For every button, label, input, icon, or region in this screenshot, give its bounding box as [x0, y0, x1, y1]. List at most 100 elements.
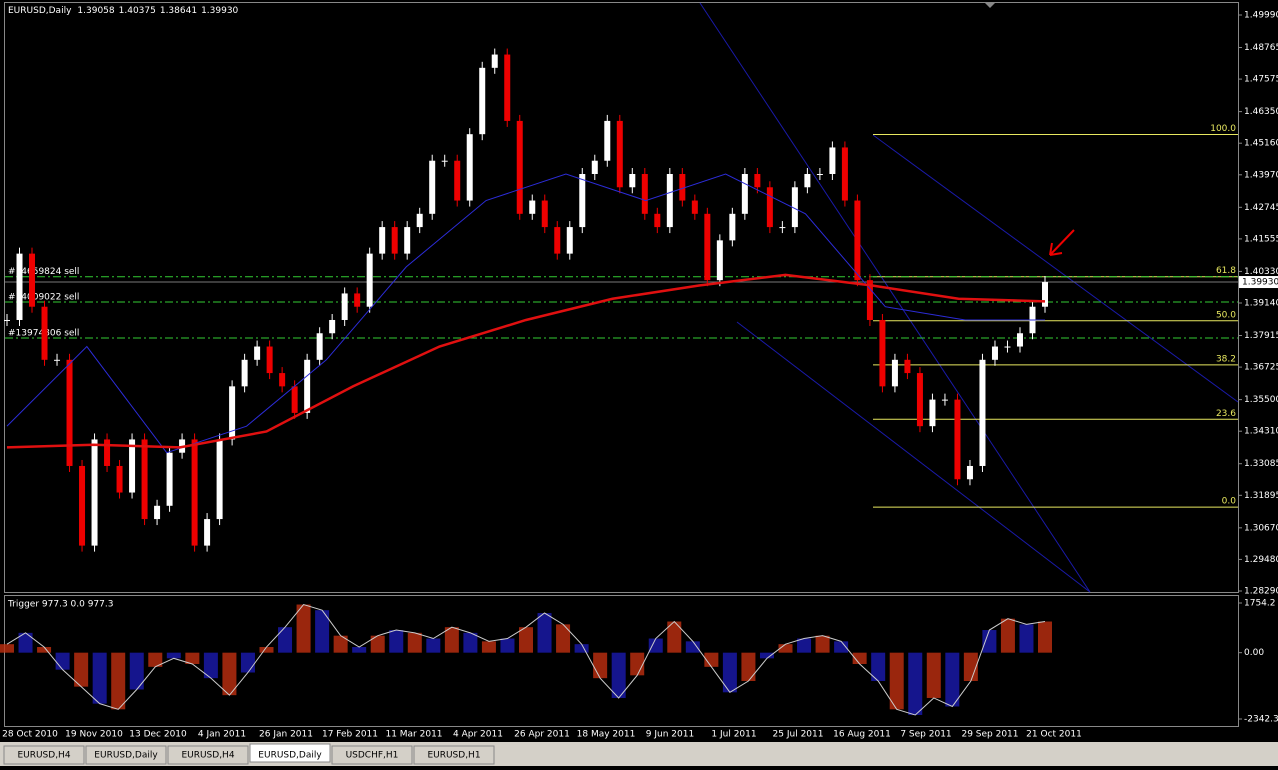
candle: [491, 54, 498, 68]
candle: [129, 439, 136, 493]
candle: [329, 319, 336, 334]
histogram-bar: [834, 641, 849, 653]
tab-label[interactable]: EURUSD,Daily: [94, 751, 158, 761]
candle: [966, 465, 973, 480]
tab[interactable]: [413, 745, 495, 765]
histogram-bar: [259, 647, 274, 653]
candle: [904, 359, 911, 374]
candle: [354, 293, 361, 307]
histogram-bar: [722, 652, 737, 693]
histogram-bar: [759, 652, 774, 659]
histogram-bar: [519, 627, 533, 653]
histogram-bar: [648, 638, 663, 653]
price-label: 1.49990: [1244, 11, 1278, 21]
histogram-bar: [111, 652, 126, 710]
histogram-bar: [55, 652, 70, 670]
histogram-bar: [0, 644, 14, 653]
histogram-bar: [500, 638, 515, 653]
price-label: 1.46350: [1244, 107, 1278, 117]
histogram-bar: [444, 627, 459, 653]
tab[interactable]: [3, 745, 85, 765]
histogram-bar: [908, 652, 923, 715]
tab-label[interactable]: EURUSD,H4: [17, 751, 70, 761]
date-label: 9 Jun 2011: [646, 730, 694, 740]
histogram-bar: [222, 652, 237, 696]
close: 1.39930: [201, 6, 238, 16]
candle: [16, 253, 23, 320]
candle: [766, 187, 773, 228]
candle: [666, 173, 673, 228]
order-label: #14009022 sell: [8, 292, 79, 302]
histogram-bar: [963, 652, 978, 681]
histogram-bar: [611, 652, 626, 698]
histogram-bar: [74, 652, 89, 687]
channel-line: [699, 2, 1091, 593]
fib-label: 61.8: [1216, 266, 1236, 276]
open: 1.39058: [77, 6, 114, 16]
tab-label[interactable]: EURUSD,H1: [427, 751, 480, 761]
price-label: 1.36725: [1244, 363, 1278, 373]
tab-label[interactable]: EURUSD,H4: [181, 751, 234, 761]
histogram-bar: [797, 638, 812, 653]
candle: [454, 160, 461, 201]
price-label: 1.40330: [1244, 267, 1278, 277]
candle: [954, 399, 961, 480]
date-label: 28 Oct 2010: [2, 730, 58, 740]
histogram-bar: [667, 621, 682, 653]
candle: [516, 120, 523, 214]
tab[interactable]: [331, 745, 413, 765]
histogram-bar: [278, 627, 293, 653]
price-label: 1.43970: [1244, 170, 1278, 180]
candle: [441, 160, 448, 162]
candle: [704, 213, 711, 281]
fib-label: 50.0: [1216, 310, 1236, 320]
histogram-bar: [185, 652, 200, 665]
candle: [279, 373, 286, 387]
histogram-bar: [556, 624, 571, 653]
candle: [229, 386, 236, 440]
current-box: [1239, 276, 1278, 289]
candle: [216, 439, 223, 520]
histogram-bar: [481, 641, 496, 653]
channel-line: [736, 321, 1091, 593]
histogram-bar: [982, 630, 997, 653]
candle: [1004, 346, 1011, 348]
candle: [141, 439, 148, 520]
histogram-bar: [574, 644, 589, 653]
candle: [416, 213, 423, 228]
candle: [754, 173, 761, 188]
candle: [629, 173, 636, 188]
candle: [691, 200, 698, 214]
tab[interactable]: [249, 743, 331, 763]
price-label: 1.47575: [1244, 75, 1278, 85]
date-label: 11 Mar 2011: [385, 730, 442, 740]
histogram-bar: [166, 652, 181, 659]
date-label: 17 Feb 2011: [322, 730, 378, 740]
candle: [116, 465, 123, 493]
histogram-bar: [315, 610, 330, 653]
candle: [779, 227, 786, 229]
candle: [191, 439, 198, 546]
histogram-bar: [148, 652, 163, 667]
histogram-bar: [593, 652, 608, 679]
histogram-bar: [370, 635, 385, 653]
histogram-bar: [352, 647, 367, 653]
histogram-bar: [37, 647, 52, 653]
candle: [66, 359, 73, 466]
channel-line: [872, 134, 1239, 403]
candle: [266, 346, 273, 374]
histogram-bar: [889, 652, 904, 710]
tab-label[interactable]: EURUSD,Daily: [258, 751, 322, 761]
candle: [941, 399, 948, 401]
candle: [254, 346, 261, 360]
date-label: 18 May 2011: [577, 730, 636, 740]
candle: [54, 359, 61, 361]
tab-label[interactable]: USDCHF,H1: [346, 751, 399, 761]
price-label: 1.42745: [1244, 203, 1278, 213]
tab[interactable]: [167, 745, 249, 765]
tab[interactable]: [85, 745, 167, 765]
price-label: 1.31895: [1244, 491, 1278, 501]
candle: [591, 160, 598, 174]
price-label: 1.45160: [1244, 139, 1278, 149]
